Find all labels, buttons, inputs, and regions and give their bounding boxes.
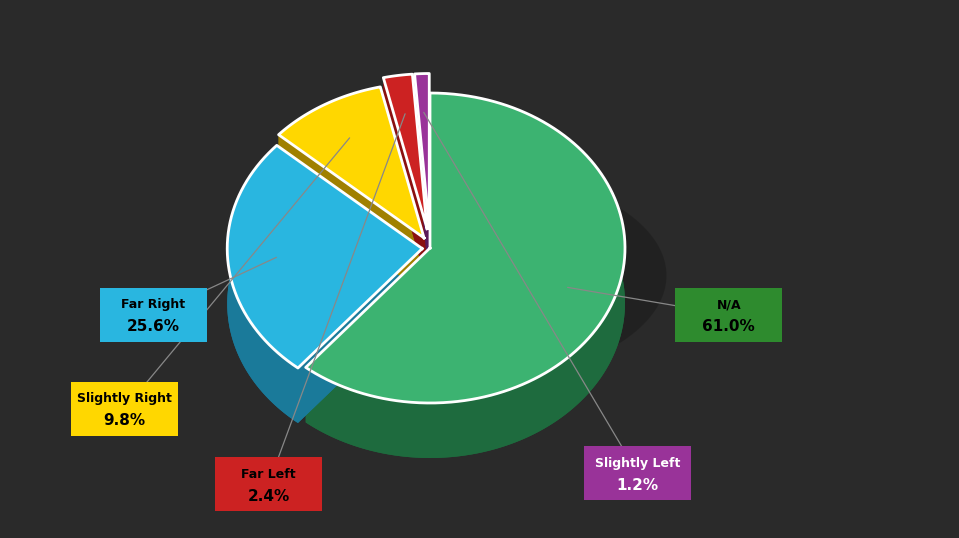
FancyBboxPatch shape: [71, 382, 178, 436]
Text: Far Left: Far Left: [242, 468, 295, 480]
Polygon shape: [306, 148, 625, 458]
Text: 2.4%: 2.4%: [247, 489, 290, 504]
Polygon shape: [414, 74, 430, 284]
FancyBboxPatch shape: [100, 288, 207, 342]
Polygon shape: [384, 74, 427, 229]
FancyBboxPatch shape: [584, 447, 691, 500]
Polygon shape: [298, 249, 422, 423]
Polygon shape: [381, 87, 424, 293]
Polygon shape: [384, 129, 427, 284]
Polygon shape: [278, 87, 381, 190]
Polygon shape: [414, 74, 430, 129]
Polygon shape: [278, 142, 424, 293]
Polygon shape: [306, 248, 430, 422]
Polygon shape: [384, 77, 427, 284]
Text: 25.6%: 25.6%: [127, 319, 180, 334]
Polygon shape: [412, 74, 427, 284]
Text: Slightly Right: Slightly Right: [78, 392, 172, 405]
FancyBboxPatch shape: [675, 288, 783, 342]
Polygon shape: [227, 145, 422, 368]
Text: 9.8%: 9.8%: [104, 413, 146, 428]
Polygon shape: [414, 74, 430, 229]
Text: Far Right: Far Right: [122, 298, 185, 311]
Polygon shape: [227, 145, 298, 423]
Polygon shape: [414, 129, 430, 284]
FancyBboxPatch shape: [215, 457, 322, 511]
Polygon shape: [278, 134, 424, 293]
Polygon shape: [384, 74, 412, 133]
Polygon shape: [277, 145, 422, 303]
Ellipse shape: [238, 167, 667, 384]
Polygon shape: [227, 200, 422, 423]
Polygon shape: [306, 93, 625, 458]
Text: 61.0%: 61.0%: [702, 319, 756, 334]
Text: Slightly Left: Slightly Left: [595, 457, 681, 470]
Polygon shape: [278, 87, 424, 238]
Text: 1.2%: 1.2%: [617, 478, 659, 493]
Polygon shape: [306, 93, 625, 403]
Text: N/A: N/A: [716, 298, 741, 311]
